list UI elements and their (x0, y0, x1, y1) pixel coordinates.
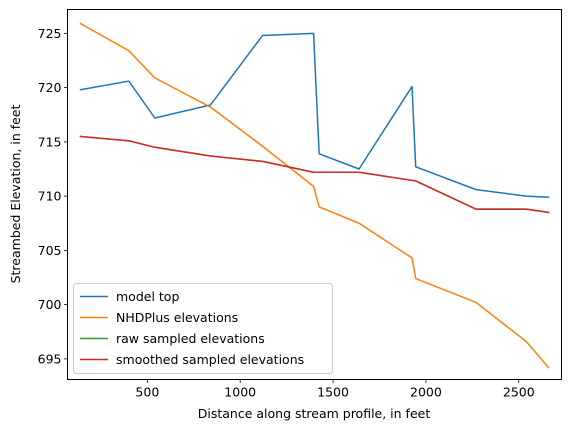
legend-label-4: smoothed sampled elevations (116, 352, 304, 367)
legend: model top NHDPlus elevations raw sampled e… (73, 283, 333, 374)
series-line-3 (79, 135, 550, 214)
x-tick-label: 2500 (503, 385, 535, 400)
series-line-1 (79, 32, 550, 198)
series-layer (79, 22, 550, 369)
x-tick-label: 500 (135, 385, 159, 400)
y-tick-label: 710 (38, 189, 62, 204)
plot-frame (67, 9, 562, 380)
y-axis-ticks: 695 700 705 710 715 720 725 (38, 26, 68, 366)
legend-entries: model top NHDPlus elevations raw sampled e… (80, 289, 304, 367)
x-tick-label: 1500 (317, 385, 349, 400)
legend-box (73, 283, 333, 374)
legend-label-3: raw sampled elevations (116, 331, 265, 346)
x-axis-ticks: 500 1000 1500 2000 2500 (135, 379, 535, 400)
series-line-4 (79, 135, 550, 214)
y-tick-label: 715 (38, 134, 62, 149)
y-axis-label: Streambed Elevation, in feet (8, 104, 23, 283)
series-line-2 (79, 22, 550, 369)
y-tick-label: 700 (38, 297, 62, 312)
x-axis-label: Distance along stream profile, in feet (198, 406, 431, 421)
y-tick-label: 720 (38, 80, 62, 95)
y-tick-label: 725 (38, 26, 62, 41)
y-tick-label: 705 (38, 243, 62, 258)
x-tick-label: 2000 (410, 385, 442, 400)
legend-label-2: NHDPlus elevations (116, 310, 238, 325)
y-tick-label: 695 (38, 351, 62, 366)
x-tick-label: 1000 (224, 385, 256, 400)
legend-label-1: model top (116, 289, 179, 304)
